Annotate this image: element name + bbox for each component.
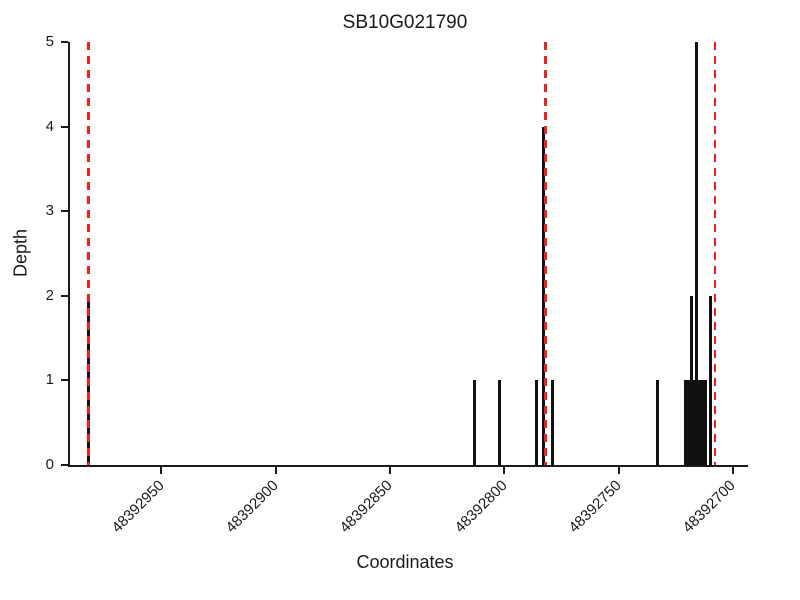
x-tick [160,467,163,474]
marker-dashed-line [544,42,547,465]
depth-bar [498,380,502,465]
depth-bar [688,380,692,465]
y-tick-label: 2 [45,286,54,304]
y-tick [61,294,68,297]
x-tick-label: 48392850 [336,477,397,537]
y-tick [61,379,68,382]
depth-bar [690,295,694,465]
y-tick [61,125,68,128]
depth-bar [473,380,477,465]
x-tick-label: 48392950 [108,477,168,537]
y-tick [61,210,68,213]
depth-bar [704,380,708,465]
y-tick-label: 4 [45,117,54,135]
x-tick-label: 48392700 [679,477,740,537]
marker-dashed-line [87,42,90,465]
depth-bar [683,380,687,465]
x-axis-spine [68,465,748,467]
depth-bar [550,380,554,465]
depth-bar [692,380,696,465]
y-tick [61,464,68,466]
marker-dashed-line [713,42,717,465]
depth-bar [701,380,705,465]
x-tick [274,467,277,474]
x-tick [732,467,735,474]
x-tick [389,467,392,474]
plot-area: 48392950 48392900 48392850 48392800 48392750… [46,33,748,536]
y-axis-spine [68,42,70,467]
depth-bar [534,380,538,465]
depth-bar [685,380,689,465]
x-tick-label: 48392900 [222,477,282,537]
y-tick-label: 0 [45,456,54,473]
x-axis-label: Coordinates [356,552,454,572]
depth-bar [695,42,699,465]
y-tick-label: 1 [45,371,54,389]
depth-bar [699,380,703,465]
depth-bar [541,126,545,465]
depth-bar [656,380,660,465]
y-tick-label: 3 [45,202,54,220]
y-tick [61,41,68,43]
depth-bar [697,380,701,465]
x-tick [503,467,506,474]
x-tick-label: 48392800 [451,477,511,537]
x-tick [617,467,620,474]
chart-title: SB10G021790 [342,12,468,33]
depth-bar [708,295,712,465]
x-tick-label: 48392750 [565,477,625,537]
y-tick-label: 5 [45,33,54,50]
y-axis-label: Depth [10,228,31,278]
